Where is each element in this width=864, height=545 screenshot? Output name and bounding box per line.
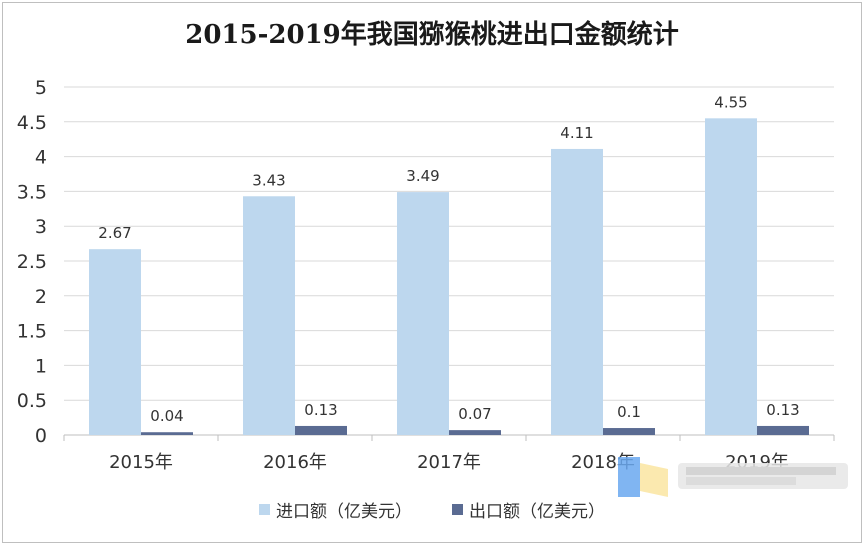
- legend-label-import: 进口额（亿美元）: [276, 502, 412, 522]
- y-tick-label: 4.5: [17, 112, 47, 134]
- data-label-export: 0.04: [150, 407, 183, 425]
- chart-title: 2015-2019年我国猕猴桃进出口金额统计: [185, 20, 679, 50]
- data-label-export: 0.1: [617, 403, 641, 421]
- chart-legend: 进口额（亿美元） 出口额（亿美元）: [0, 497, 864, 522]
- bar-import: [551, 148, 603, 435]
- y-tick-label: 3: [35, 216, 47, 238]
- data-label-export: 0.13: [766, 401, 799, 419]
- data-label-export: 0.13: [304, 401, 337, 419]
- x-tick-label: 2016年: [263, 452, 327, 473]
- data-label-import: 4.55: [714, 93, 747, 111]
- data-label-export: 0.07: [458, 405, 491, 423]
- bar-export: [141, 432, 193, 435]
- bar-import: [243, 196, 295, 435]
- y-tick-label: 4: [35, 147, 47, 169]
- y-tick-label: 2: [35, 286, 47, 308]
- data-label-import: 3.43: [252, 171, 285, 189]
- legend-swatch-export: [452, 504, 463, 515]
- legend-swatch-import: [259, 504, 270, 515]
- x-tick-label: 2015年: [109, 452, 173, 473]
- x-tick-label: 2017年: [417, 452, 481, 473]
- bar-import: [89, 249, 141, 435]
- legend-item-export: 出口额（亿美元）: [452, 497, 605, 522]
- bar-export: [603, 428, 655, 435]
- legend-label-export: 出口额（亿美元）: [469, 502, 605, 522]
- bar-import: [705, 118, 757, 435]
- bar-export: [295, 425, 347, 435]
- watermark-logo: [618, 457, 848, 497]
- y-tick-label: 0: [35, 425, 47, 447]
- bar-export: [449, 430, 501, 435]
- y-tick-label: 0.5: [17, 390, 47, 412]
- y-tick-label: 1: [35, 355, 47, 377]
- y-tick-label: 5: [35, 77, 47, 99]
- bar-import: [397, 192, 449, 435]
- legend-item-import: 进口额（亿美元）: [259, 497, 412, 522]
- data-label-import: 3.49: [406, 167, 439, 185]
- bar-export: [757, 425, 809, 435]
- y-tick-label: 2.5: [17, 251, 47, 273]
- data-label-import: 2.67: [98, 224, 131, 242]
- y-tick-label: 1.5: [17, 321, 47, 343]
- data-label-import: 4.11: [560, 124, 593, 142]
- y-tick-label: 3.5: [17, 181, 47, 203]
